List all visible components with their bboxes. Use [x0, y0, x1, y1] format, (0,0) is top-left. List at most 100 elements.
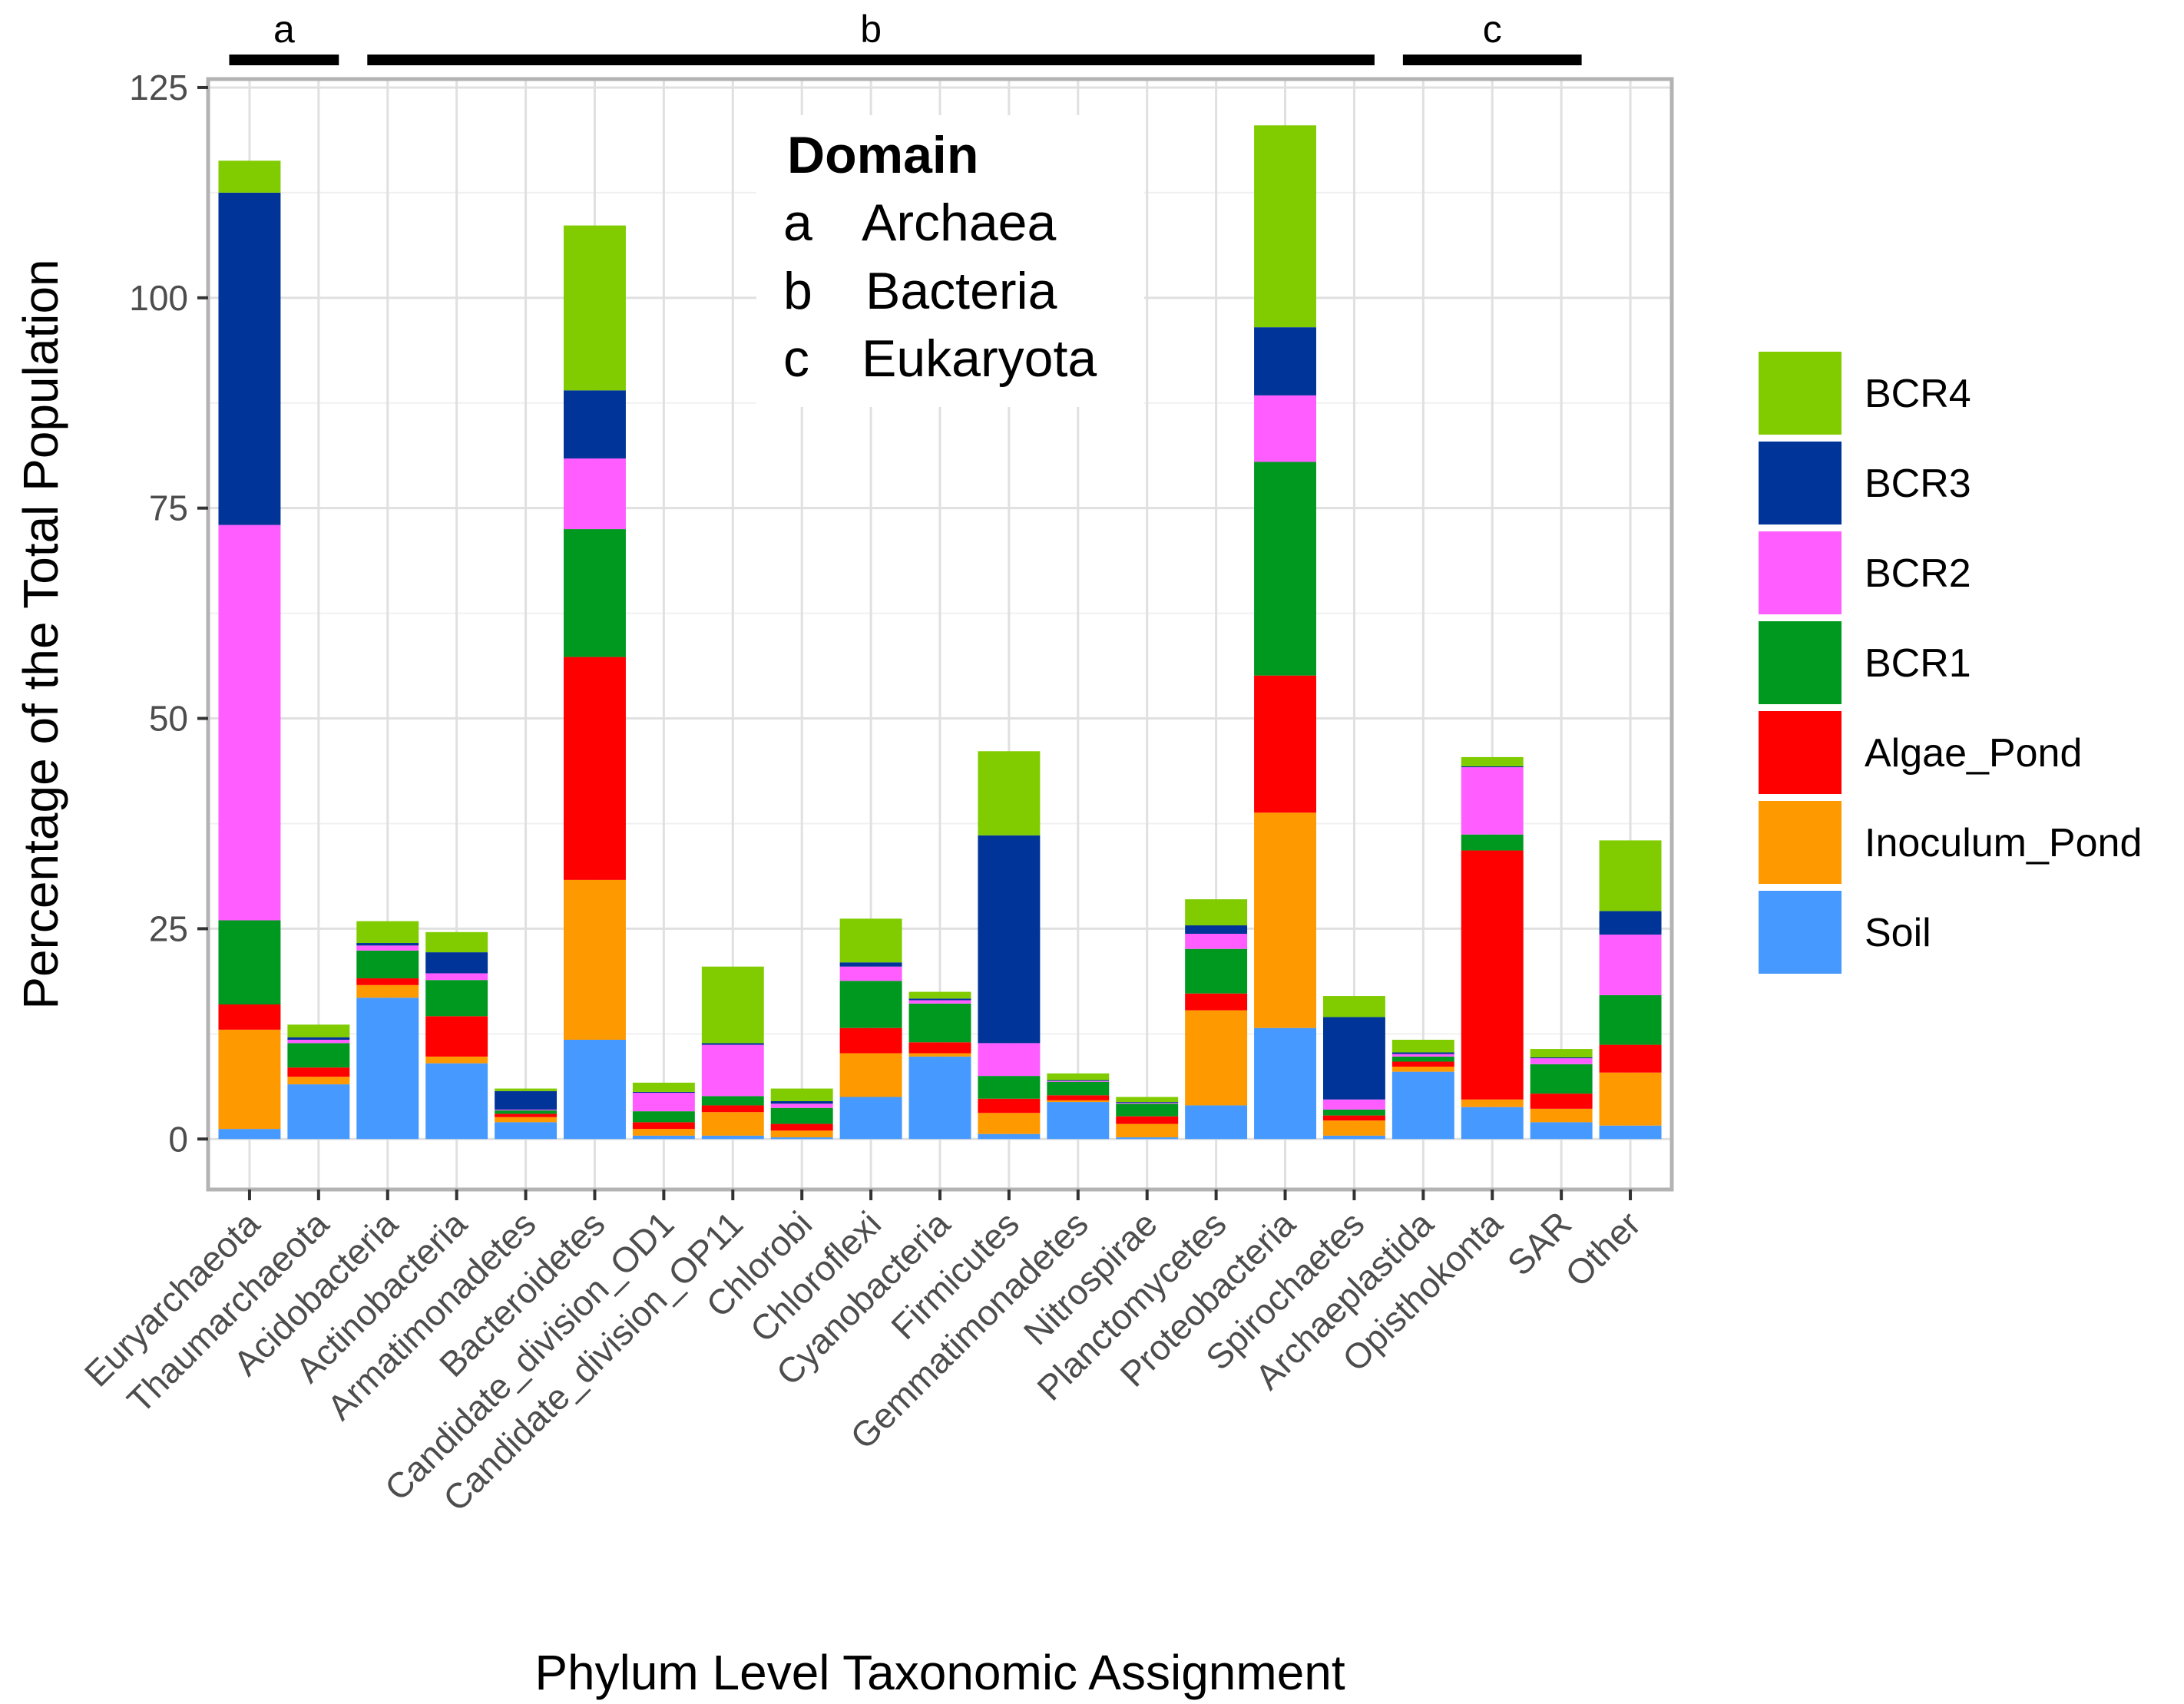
bar-chloroflexi-soil — [839, 1097, 902, 1140]
x-tick-label-other: Other — [1557, 1203, 1648, 1294]
domain-legend-label-bacteria: Bacteria — [865, 262, 1057, 320]
bar-archaeplastida-bcr3 — [1391, 1052, 1454, 1054]
bar-candidate-division-od1-algae-pond — [632, 1122, 695, 1130]
bar-candidate-division-op11-bcr1 — [701, 1096, 764, 1106]
bar-spirochaetes-bcr1 — [1322, 1109, 1385, 1116]
bar-candidate-division-od1-soil — [632, 1135, 695, 1140]
bar-opisthokonta-bcr2 — [1461, 767, 1524, 835]
bar-firmicutes-bcr1 — [978, 1076, 1041, 1099]
bar-thaumarchaeota-bcr3 — [287, 1037, 350, 1041]
bar-planctomycetes-bcr2 — [1185, 933, 1248, 949]
bar-other-algae-pond — [1599, 1044, 1662, 1073]
legend-key-bcr1 — [1759, 621, 1842, 704]
bar-bacteroidetes-soil — [564, 1040, 626, 1140]
domain-legend-key-a: a — [783, 194, 812, 252]
bar-armatimonadetes-soil — [495, 1122, 558, 1140]
bar-euryarchaeota-bcr1 — [218, 920, 281, 1004]
y-tick-label: 75 — [149, 488, 188, 528]
bar-candidate-division-od1-bcr1 — [632, 1111, 695, 1123]
bar-acidobacteria-bcr4 — [356, 921, 419, 944]
legend-label-bcr4: BCR4 — [1865, 372, 1971, 416]
bar-gemmatimonadetes-inoculum-pond — [1047, 1100, 1110, 1103]
bar-sar-soil — [1530, 1122, 1593, 1140]
bar-candidate-division-op11-algae-pond — [701, 1105, 764, 1113]
bar-chloroflexi-bcr4 — [839, 918, 902, 963]
bar-planctomycetes-soil — [1185, 1105, 1248, 1140]
bar-proteobacteria-inoculum-pond — [1254, 812, 1316, 1028]
bar-actinobacteria-soil — [425, 1063, 488, 1140]
bar-sar-bcr4 — [1530, 1049, 1593, 1058]
domain-legend-title: Domain — [787, 126, 978, 184]
bar-archaeplastida-bcr1 — [1391, 1056, 1454, 1062]
bar-chlorobi-algae-pond — [770, 1123, 833, 1131]
bar-planctomycetes-algae-pond — [1185, 993, 1248, 1011]
bar-gemmatimonadetes-bcr1 — [1047, 1081, 1110, 1096]
bar-chloroflexi-inoculum-pond — [839, 1053, 902, 1097]
bar-proteobacteria-algae-pond — [1254, 675, 1316, 813]
y-tick-label: 0 — [168, 1119, 188, 1159]
bar-actinobacteria-bcr4 — [425, 931, 488, 953]
bar-bacteroidetes-bcr3 — [564, 390, 626, 459]
legend-label-bcr1: BCR1 — [1865, 641, 1971, 686]
domain-legend: Domain a Archaea b Bacteria c Eukaryota — [756, 115, 1144, 407]
y-tick-label: 25 — [149, 908, 188, 948]
bar-acidobacteria-bcr3 — [356, 943, 419, 946]
bars — [218, 125, 1662, 1140]
bar-chlorobi-bcr1 — [770, 1107, 833, 1124]
bar-thaumarchaeota-bcr2 — [287, 1040, 350, 1044]
bar-acidobacteria-inoculum-pond — [356, 984, 419, 998]
bar-euryarchaeota-soil — [218, 1129, 281, 1140]
bar-spirochaetes-inoculum-pond — [1322, 1120, 1385, 1136]
bar-acidobacteria-algae-pond — [356, 978, 419, 985]
bar-other-bcr1 — [1599, 994, 1662, 1045]
bar-euryarchaeota-inoculum-pond — [218, 1029, 281, 1130]
legend-label-bcr2: BCR2 — [1865, 551, 1971, 596]
bar-firmicutes-algae-pond — [978, 1098, 1041, 1113]
domain-legend-key-b: b — [783, 262, 812, 320]
bar-sar-bcr3 — [1530, 1057, 1593, 1059]
bar-spirochaetes-bcr2 — [1322, 1099, 1385, 1110]
bar-armatimonadetes-bcr4 — [495, 1088, 558, 1091]
bar-candidate-division-op11-bcr2 — [701, 1044, 764, 1097]
bar-actinobacteria-bcr1 — [425, 980, 488, 1017]
bar-chloroflexi-bcr3 — [839, 962, 902, 967]
bar-cyanobacteria-algae-pond — [908, 1042, 971, 1054]
bar-firmicutes-inoculum-pond — [978, 1113, 1041, 1134]
bar-nitrospirae-bcr4 — [1116, 1097, 1179, 1103]
legend-key-algae-pond — [1759, 711, 1842, 794]
bar-thaumarchaeota-bcr4 — [287, 1024, 350, 1037]
bar-acidobacteria-bcr2 — [356, 945, 419, 951]
y-tick-label: 100 — [129, 278, 188, 318]
bar-thaumarchaeota-inoculum-pond — [287, 1077, 350, 1085]
bar-candidate-division-op11-soil — [701, 1135, 764, 1140]
bar-armatimonadetes-algae-pond — [495, 1113, 558, 1117]
bar-firmicutes-bcr4 — [978, 751, 1041, 835]
bar-opisthokonta-bcr4 — [1461, 756, 1524, 766]
legend-key-bcr4 — [1759, 352, 1842, 435]
bar-planctomycetes-bcr1 — [1185, 948, 1248, 994]
domain-legend-box — [756, 115, 1144, 407]
bar-nitrospirae-inoculum-pond — [1116, 1123, 1179, 1138]
bar-nitrospirae-algae-pond — [1116, 1116, 1179, 1124]
bar-archaeplastida-soil — [1391, 1071, 1454, 1140]
bar-armatimonadetes-bcr1 — [495, 1110, 558, 1114]
legend-key-bcr2 — [1759, 531, 1842, 614]
bar-archaeplastida-inoculum-pond — [1391, 1067, 1454, 1072]
bar-spirochaetes-algae-pond — [1322, 1115, 1385, 1121]
bar-candidate-division-od1-bcr3 — [632, 1091, 695, 1094]
bar-planctomycetes-bcr4 — [1185, 899, 1248, 926]
bar-opisthokonta-bcr1 — [1461, 834, 1524, 851]
domain-legend-label-eukaryota: Eukaryota — [862, 329, 1097, 388]
domain-bracket-label-b: b — [860, 8, 882, 51]
bar-planctomycetes-bcr3 — [1185, 925, 1248, 934]
legend-label-inoculum-pond: Inoculum_Pond — [1865, 821, 2142, 865]
bar-thaumarchaeota-bcr1 — [287, 1043, 350, 1068]
bar-bacteroidetes-inoculum-pond — [564, 879, 626, 1041]
legend-label-soil: Soil — [1865, 911, 1931, 955]
bar-thaumarchaeota-algae-pond — [287, 1067, 350, 1077]
legend-key-bcr3 — [1759, 442, 1842, 524]
bar-nitrospirae-bcr1 — [1116, 1103, 1179, 1117]
bar-bacteroidetes-algae-pond — [564, 657, 626, 880]
bar-proteobacteria-bcr2 — [1254, 395, 1316, 462]
